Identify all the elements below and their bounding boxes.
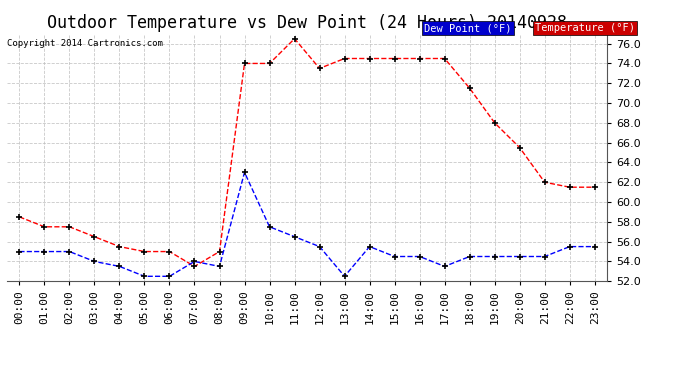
Text: Dew Point (°F): Dew Point (°F) (424, 23, 512, 33)
Title: Outdoor Temperature vs Dew Point (24 Hours) 20140928: Outdoor Temperature vs Dew Point (24 Hou… (47, 14, 567, 32)
Text: Copyright 2014 Cartronics.com: Copyright 2014 Cartronics.com (7, 39, 163, 48)
Text: Temperature (°F): Temperature (°F) (535, 23, 635, 33)
